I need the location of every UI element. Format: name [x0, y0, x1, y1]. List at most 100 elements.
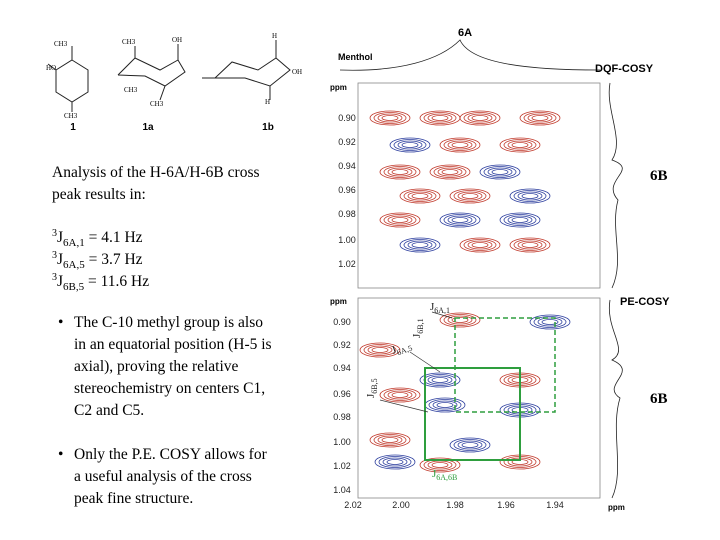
- atom-label: CH3: [124, 86, 138, 94]
- bullet-line: The C-10 methyl group is also: [74, 314, 263, 331]
- contour: [427, 113, 453, 123]
- pointer: [379, 399, 429, 413]
- x-tick-label: 2.00: [392, 500, 410, 510]
- contour: [459, 110, 501, 126]
- symbol: J: [57, 273, 63, 290]
- structures: [47, 40, 291, 112]
- coupling-annotation: J6B,1: [411, 318, 425, 338]
- contour: [399, 188, 441, 204]
- spectrum-title: PE-COSY: [620, 296, 670, 308]
- subscript: 6A,1: [434, 306, 450, 315]
- contour: [447, 140, 473, 150]
- x-tick-label: 1.94: [546, 500, 564, 510]
- contour: [441, 169, 459, 175]
- bullet-line: stereochemistry on centers C1,: [74, 380, 265, 397]
- y-tick-label: 0.96: [333, 389, 351, 399]
- symbol: J: [57, 251, 63, 268]
- y-tick-label: 0.90: [338, 113, 356, 123]
- contour: [401, 142, 419, 148]
- contour: [511, 217, 529, 223]
- atom-label: CH3: [54, 40, 68, 48]
- contour: [443, 314, 477, 326]
- x-tick-label: 2.02: [344, 500, 362, 510]
- spectrum-top-label: 6A: [458, 27, 472, 39]
- contour: [377, 435, 403, 445]
- contour: [407, 191, 433, 201]
- atom-label: CH3: [150, 100, 164, 108]
- contour: [389, 137, 431, 153]
- symbol: J: [430, 301, 435, 313]
- contour: [461, 442, 479, 448]
- contour: [471, 115, 489, 121]
- y-tick-label: 0.92: [333, 340, 351, 350]
- y-tick-label: 0.96: [338, 185, 356, 195]
- contour: [386, 459, 404, 465]
- contour: [531, 115, 549, 121]
- contour: [471, 242, 489, 248]
- contour: [503, 214, 537, 226]
- contour: [541, 319, 559, 325]
- bullet-line: C2 and C5.: [74, 402, 144, 419]
- subscript: 6A,5: [63, 259, 85, 271]
- contour: [373, 434, 407, 446]
- contour: [419, 457, 461, 473]
- contour: [487, 167, 513, 177]
- contour: [383, 389, 417, 401]
- contour: [439, 312, 481, 328]
- contour: [467, 113, 493, 123]
- value: = 4.1 Hz: [85, 229, 143, 246]
- contour: [371, 347, 389, 353]
- projection-trace: [608, 299, 623, 499]
- contour: [379, 387, 421, 403]
- atom-label: OH: [172, 36, 182, 44]
- contour: [407, 240, 433, 250]
- contour: [369, 432, 411, 448]
- bullet-line: Only the P.E. COSY allows for: [74, 446, 268, 463]
- contour: [439, 137, 481, 153]
- contour: [537, 317, 563, 327]
- contour: [363, 344, 397, 356]
- contour: [397, 140, 423, 150]
- pointer: [431, 311, 453, 319]
- value: = 11.6 Hz: [84, 273, 149, 290]
- contour: [449, 437, 491, 453]
- contour: [443, 139, 477, 151]
- contour: [403, 239, 437, 251]
- contour: [391, 169, 409, 175]
- x-tick-label: 1.98: [446, 500, 464, 510]
- superscript: 3: [52, 250, 57, 261]
- contour: [509, 188, 551, 204]
- contour: [373, 112, 407, 124]
- contour: [463, 239, 497, 251]
- contour: [378, 456, 412, 468]
- contour: [387, 167, 413, 177]
- compound-label: 1a: [142, 122, 154, 133]
- symbol: J: [411, 333, 423, 338]
- bond: [159, 85, 166, 101]
- contour: [427, 375, 453, 385]
- contour: [483, 166, 517, 178]
- contour: [423, 112, 457, 124]
- symbol: J: [365, 393, 377, 398]
- contour: [431, 115, 449, 121]
- projection-trace: [608, 82, 623, 289]
- y-tick-label: 1.00: [333, 437, 351, 447]
- coupling-line: 3J6A,5 = 3.7 Hz: [52, 250, 143, 271]
- superscript: 3: [52, 228, 57, 239]
- bullet-marker: •: [58, 314, 63, 331]
- contour: [387, 390, 413, 400]
- symbol: J: [57, 229, 63, 246]
- contour: [383, 166, 417, 178]
- spectrum-frame: [357, 82, 601, 289]
- bullet-line: axial), proving the relative: [74, 358, 239, 375]
- atom-label: CH3: [64, 112, 78, 120]
- contour: [439, 212, 481, 228]
- y-tick-label: 0.94: [333, 363, 351, 373]
- contour: [507, 215, 533, 225]
- y-tick-label: 1.02: [338, 259, 356, 269]
- compound-name: Menthol: [338, 52, 373, 62]
- contour: [467, 240, 493, 250]
- atom-label: HO: [46, 64, 56, 72]
- assignment-box: [454, 317, 556, 413]
- contour: [383, 214, 417, 226]
